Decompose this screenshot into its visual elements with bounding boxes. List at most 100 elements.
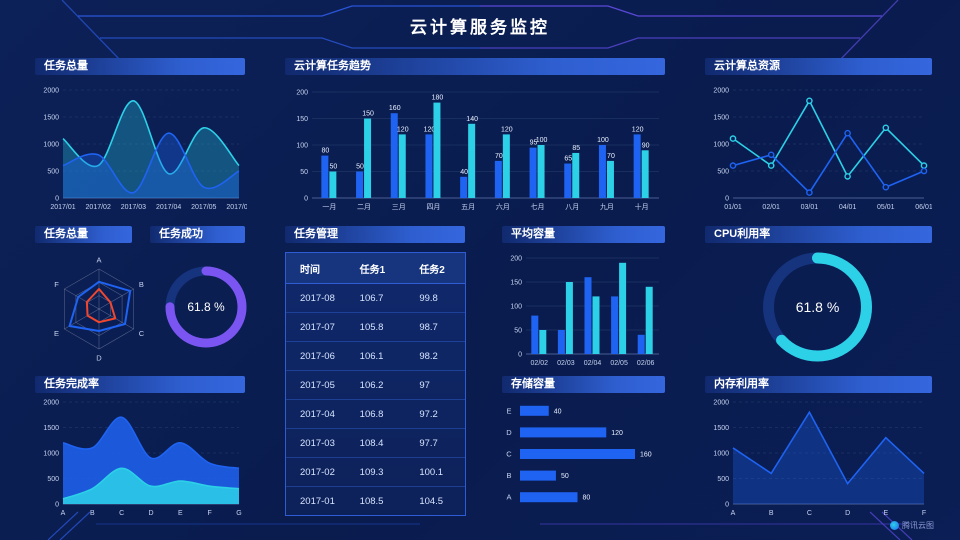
table-cell: 108.5 — [359, 495, 384, 507]
svg-text:A: A — [96, 256, 101, 265]
panel-title-avg-capacity: 平均容量 — [502, 226, 665, 243]
chart-task-success-svg — [165, 266, 247, 348]
svg-text:02/01: 02/01 — [762, 204, 780, 211]
table-cell: 2017-05 — [300, 379, 335, 391]
svg-text:04/01: 04/01 — [839, 204, 857, 211]
svg-text:B: B — [506, 471, 511, 480]
table-cell: 98.2 — [419, 350, 438, 362]
svg-text:七月: 七月 — [531, 202, 545, 211]
svg-text:0: 0 — [725, 502, 729, 509]
svg-text:50: 50 — [300, 169, 308, 176]
table-row: 2017-05 106.2 97 — [286, 371, 465, 400]
svg-text:2000: 2000 — [43, 88, 59, 95]
chart-cpu-svg — [763, 252, 872, 362]
svg-text:120: 120 — [501, 126, 513, 133]
table-cell: 106.1 — [359, 350, 384, 362]
panel-title-task-total-radar: 任务总量 — [35, 226, 132, 243]
svg-text:150: 150 — [362, 111, 374, 118]
svg-text:C: C — [119, 510, 124, 517]
table-cell: 2017-06 — [300, 350, 335, 362]
chart-storage-svg: E 40 D 120 C 160 B 50 A 80 — [506, 405, 652, 503]
svg-text:D: D — [148, 510, 153, 517]
svg-text:D: D — [96, 354, 102, 363]
svg-text:C: C — [506, 450, 512, 459]
svg-text:E: E — [883, 510, 888, 517]
table-row: 2017-08 106.7 99.8 — [286, 284, 465, 313]
table-cell: 2017-01 — [300, 495, 335, 507]
chart-avg-capacity: 0 50 100 150 200 02/02 02/03 02/04 02/05 02/06 — [500, 246, 665, 368]
svg-text:150: 150 — [296, 116, 308, 123]
svg-text:F: F — [208, 510, 212, 517]
svg-text:500: 500 — [717, 169, 729, 176]
table-cell: 97 — [419, 379, 430, 391]
svg-text:1000: 1000 — [713, 142, 729, 149]
table-cell: 100.1 — [419, 466, 444, 478]
table-cell: 2017-08 — [300, 292, 335, 304]
table-header-cell: 任务1 — [359, 264, 386, 276]
svg-text:120: 120 — [424, 126, 436, 133]
chart-radar-svg: A B C D E F — [54, 256, 145, 363]
table-row: 2017-07 105.8 98.7 — [286, 313, 465, 342]
svg-text:三月: 三月 — [392, 203, 406, 211]
svg-text:二月: 二月 — [357, 203, 371, 211]
table-cell: 2017-04 — [300, 408, 335, 420]
svg-text:B: B — [139, 280, 144, 289]
svg-text:50: 50 — [561, 473, 569, 480]
svg-text:2017/06: 2017/06 — [226, 204, 247, 211]
svg-text:1500: 1500 — [43, 425, 59, 432]
svg-text:120: 120 — [611, 430, 623, 437]
table-cell: 105.8 — [359, 321, 384, 333]
table-row: 2017-06 106.1 98.2 — [286, 342, 465, 371]
svg-text:1500: 1500 — [43, 115, 59, 122]
panel-title-task-trend: 云计算任务趋势 — [285, 58, 665, 75]
chart-completion: 0 500 1000 1500 2000 A B C D E F G — [33, 392, 247, 518]
svg-text:0: 0 — [55, 196, 59, 203]
svg-text:九月: 九月 — [600, 202, 614, 211]
panel-title-total-resource: 云计算总资源 — [705, 58, 932, 75]
chart-cpu-donut: 61.8 % — [703, 246, 932, 368]
svg-text:C: C — [139, 329, 145, 338]
table-cell: 106.7 — [359, 292, 384, 304]
svg-text:A: A — [61, 510, 66, 517]
svg-text:1000: 1000 — [713, 451, 729, 458]
table-cell: 98.7 — [419, 321, 438, 333]
svg-text:2000: 2000 — [713, 400, 729, 407]
svg-text:160: 160 — [640, 452, 652, 459]
table-cell: 99.8 — [419, 292, 438, 304]
table-row: 2017-03 108.4 97.7 — [286, 429, 465, 458]
svg-text:2017/02: 2017/02 — [86, 204, 111, 211]
svg-text:40: 40 — [554, 408, 562, 415]
table-cell: 2017-07 — [300, 321, 335, 333]
table-cell: 104.5 — [419, 495, 444, 507]
chart-task-trend-svg: 0 50 100 150 200 一月 二月 三月 四月 五月 六月 七月 八月 九月 十月 80 50 160 1… — [296, 90, 659, 211]
svg-text:0: 0 — [725, 196, 729, 203]
table-row: 2017-02 109.3 100.1 — [286, 458, 465, 487]
cloud-logo-icon — [890, 521, 899, 530]
svg-text:0: 0 — [55, 502, 59, 509]
svg-text:02/06: 02/06 — [637, 360, 655, 367]
panel-title-storage: 存储容量 — [502, 376, 665, 393]
svg-text:2017/01: 2017/01 — [50, 204, 75, 211]
svg-text:50: 50 — [329, 164, 337, 171]
svg-text:E: E — [506, 406, 511, 415]
chart-memory-svg: 0 500 1000 1500 2000 A B C D E F — [713, 400, 926, 518]
svg-text:85: 85 — [572, 145, 580, 152]
svg-text:02/05: 02/05 — [610, 360, 628, 367]
svg-text:120: 120 — [632, 126, 644, 133]
watermark-logo: 腾讯云图 — [890, 520, 934, 531]
task-success-value: 61.8 % — [187, 300, 225, 314]
chart-memory: 0 500 1000 1500 2000 A B C D E F — [703, 392, 932, 518]
svg-text:D: D — [506, 428, 512, 437]
svg-text:2000: 2000 — [713, 88, 729, 95]
svg-text:100: 100 — [296, 143, 308, 150]
svg-text:02/04: 02/04 — [584, 360, 602, 367]
chart-total-resource-svg: 0 500 1000 1500 2000 01/01 02/01 03/01 04/01 05/0… — [713, 88, 932, 212]
table-cell: 97.2 — [419, 408, 438, 420]
chart-radar: A B C D E F — [40, 244, 158, 370]
panel-title-task-table: 任务管理 — [285, 226, 465, 243]
panel-title-task-success: 任务成功 — [150, 226, 245, 243]
svg-text:100: 100 — [536, 137, 548, 144]
svg-text:F: F — [922, 510, 926, 517]
svg-text:0: 0 — [304, 196, 308, 203]
chart-task-total-svg: 0 500 1000 1500 2000 2017/01 2017/02 2017/03 201… — [43, 88, 251, 212]
